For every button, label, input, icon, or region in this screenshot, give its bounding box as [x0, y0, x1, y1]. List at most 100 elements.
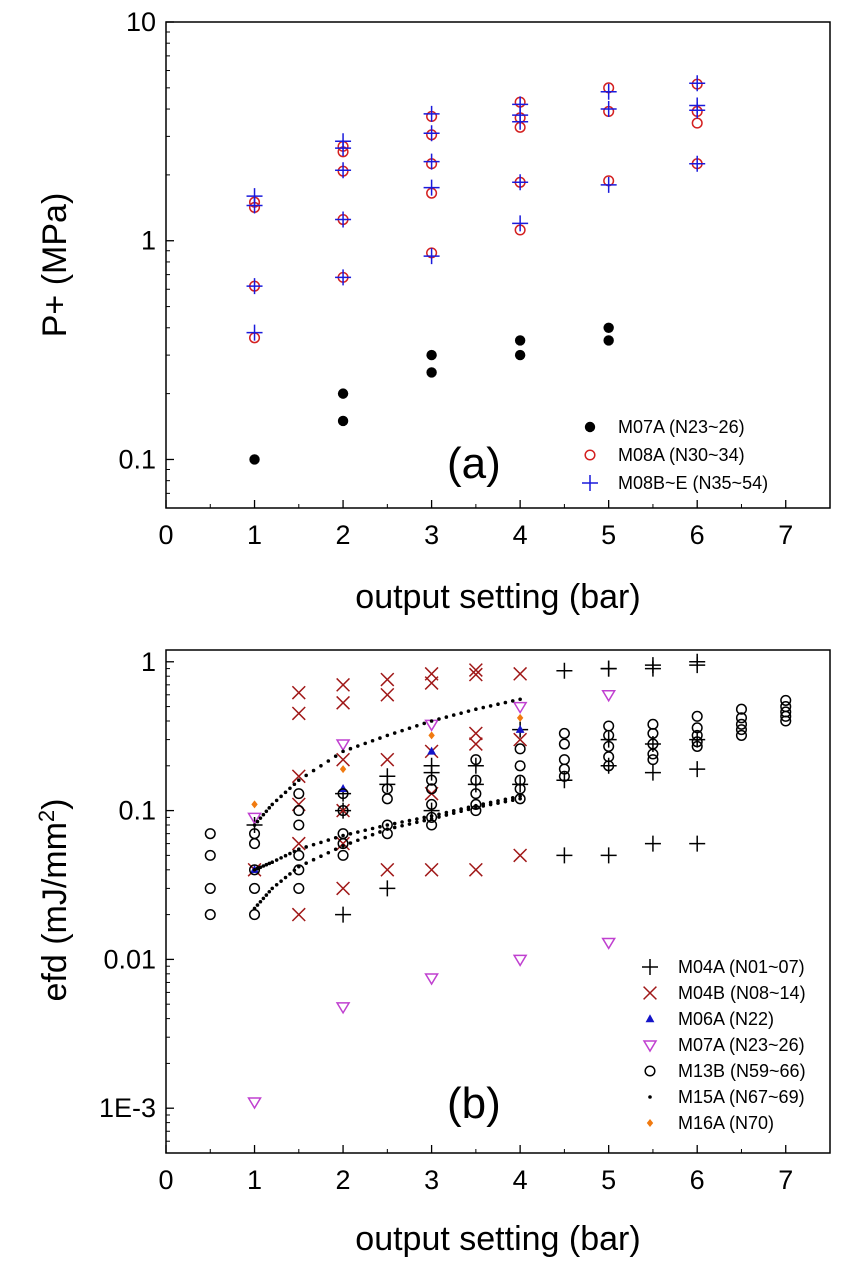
series-5-dot — [510, 795, 515, 800]
series-5-dot — [264, 809, 269, 814]
series-5-dot-shape — [385, 827, 390, 831]
y-tick-label-3: 1 — [141, 647, 156, 677]
series-4-point-14 — [293, 882, 305, 894]
legend-marker-0-shape — [642, 959, 658, 975]
series-5-dot-shape — [415, 817, 419, 821]
series-5-dot — [279, 794, 283, 799]
series-2-point-5 — [335, 140, 352, 157]
series-5-dot-shape — [292, 782, 297, 787]
series-5-dot — [261, 864, 266, 868]
series-4-point-45-shape — [603, 729, 615, 741]
series-1-point-2 — [291, 836, 306, 851]
series-5-dot-shape — [363, 835, 368, 840]
series-4-point-14-shape — [293, 882, 305, 894]
series-2-point-11-shape — [423, 153, 440, 170]
series-2-point-22 — [689, 75, 706, 92]
series-5-line-2 — [252, 797, 522, 911]
series-5-dot — [503, 799, 508, 804]
series-4-point-64 — [780, 694, 792, 706]
series-5-dot-shape — [264, 809, 269, 814]
series-6-point-1-shape — [339, 765, 347, 774]
series-5-dot-shape — [518, 697, 522, 702]
series-0-point-28 — [689, 761, 706, 778]
x-tick-label-2: 2 — [336, 1165, 351, 1195]
series-1-point-12-shape — [336, 677, 350, 692]
panel-b-y-axis-title: efd (mJ/mm2) — [34, 798, 74, 1001]
legend-label-1: M04B (N08~14) — [678, 983, 806, 1003]
series-4-point-50 — [647, 727, 659, 739]
series-5-dot — [510, 798, 515, 803]
series-0-point-14-shape — [556, 847, 573, 864]
series-2-point-2 — [427, 746, 436, 755]
series-2-point-10-shape — [423, 125, 440, 142]
series-1-point-10-shape — [336, 752, 350, 767]
series-5-dot — [392, 731, 397, 735]
series-2-point-12-shape — [423, 179, 440, 196]
series-5-dot-shape — [333, 847, 338, 852]
panel-b-y-axis-title-end: ) — [36, 798, 74, 809]
series-0-point-0-shape — [249, 454, 260, 465]
series-5-dot-shape — [392, 821, 397, 826]
series-3-point-7 — [512, 954, 528, 967]
series-5-line-0 — [252, 697, 522, 827]
series-4-point-48 — [603, 760, 615, 772]
series-0-point-1-shape — [335, 906, 352, 923]
series-5-dot — [370, 738, 375, 743]
series-0-point-2 — [337, 415, 349, 427]
series-5-dot-shape — [474, 707, 478, 712]
panel-b-chart: 0 1 2 3 4 5 6 71E-30.010.11 efd (mJ/mm2) output… — [34, 647, 831, 1258]
series-5-dot-shape — [258, 899, 263, 904]
series-5-dot-shape — [283, 853, 288, 858]
series-6-point-3 — [516, 713, 524, 722]
series-5-dot — [422, 721, 427, 726]
series-5-dot-shape — [319, 763, 323, 768]
series-5-dot — [311, 857, 316, 862]
series-5-dot-shape — [444, 810, 449, 815]
series-1-point-1 — [291, 907, 306, 922]
series-1-point-12 — [336, 677, 350, 692]
series-0-point-2-shape — [337, 415, 349, 427]
series-5-dot — [252, 906, 257, 911]
series-1-point-28 — [513, 732, 528, 747]
series-5-dot-shape — [437, 717, 441, 721]
series-5-dot — [258, 865, 263, 870]
panel-b-y-axis-title-main: efd (mJ/mm — [36, 822, 74, 1001]
series-5-dot-shape — [311, 857, 316, 862]
series-4-point-35 — [514, 760, 526, 772]
legend-marker-0 — [642, 959, 658, 975]
series-4-point-6 — [248, 864, 261, 876]
series-0-point-22 — [644, 835, 661, 852]
series-2-point-2-shape — [427, 746, 436, 755]
series-0-point-6 — [379, 768, 396, 785]
series-5-dot — [444, 715, 449, 719]
x-tick-label-5: 5 — [601, 520, 616, 550]
series-0-point-26-shape — [644, 657, 661, 674]
series-2-point-20 — [600, 101, 617, 118]
series-4-point-50-shape — [647, 727, 659, 739]
series-4-point-24-shape — [426, 774, 438, 786]
series-2-point-13 — [423, 248, 440, 265]
series-5-dot-shape — [459, 711, 463, 715]
series-5-dot — [319, 854, 323, 859]
series-5-dot — [252, 868, 257, 872]
series-3-point-5-shape — [424, 973, 439, 986]
series-5-dot — [518, 697, 522, 702]
series-0-point-27 — [689, 835, 706, 852]
series-4-point-44 — [603, 720, 615, 732]
x-tick-label-4: 4 — [513, 1165, 528, 1195]
series-1-point-4-shape — [291, 769, 306, 784]
series-0-point-7 — [603, 322, 614, 333]
series-4-point-41-shape — [558, 754, 570, 766]
series-4-point-56 — [691, 729, 703, 741]
series-2 — [246, 75, 706, 341]
series-5-dot-shape — [252, 823, 257, 827]
series-4-point-42-shape — [558, 763, 570, 775]
series-4-point-29 — [470, 754, 482, 766]
series-5-dot — [304, 773, 308, 778]
series-0-point-26 — [644, 657, 661, 674]
series-5-dot-shape — [400, 728, 404, 733]
series-5-dot — [496, 801, 500, 805]
series-5-dot-shape — [385, 733, 390, 738]
series-5-dot — [261, 812, 266, 817]
